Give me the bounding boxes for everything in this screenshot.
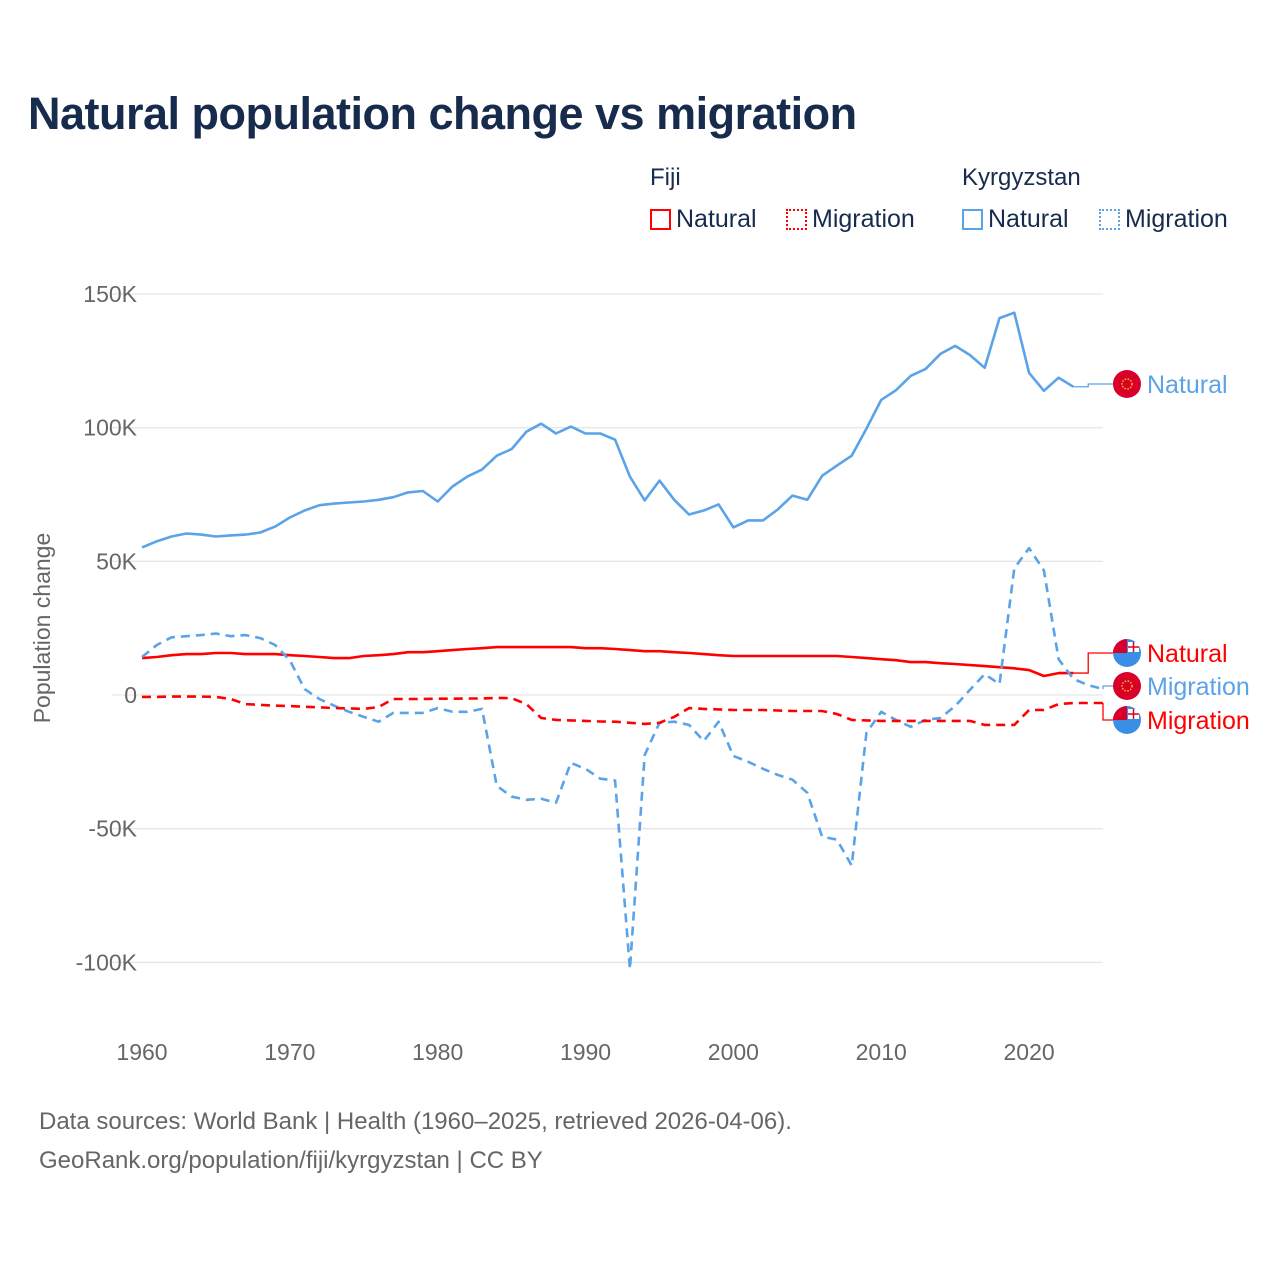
footer-link[interactable]: GeoRank.org/population/fiji/kyrgyzstan |… <box>39 1147 543 1174</box>
flag-union-jack-icon <box>1113 639 1127 653</box>
flag-sun-icon <box>1121 378 1133 390</box>
y-tick-label: 100K <box>83 415 137 441</box>
leader-line <box>1102 685 1113 690</box>
legend-item-kyrgyzstan-migration[interactable]: Migration <box>1099 205 1228 234</box>
y-tick-label: 0 <box>124 682 137 708</box>
end-label: Migration <box>1147 673 1250 701</box>
series-line-fiji-migration <box>142 695 1103 727</box>
y-tick-label: -50K <box>88 816 137 842</box>
leader-line <box>1073 652 1113 674</box>
chart-title: Natural population change vs migration <box>28 88 857 139</box>
legend-item-kyrgyzstan-natural[interactable]: Natural <box>962 205 1069 234</box>
legend-swatch-solid <box>962 209 983 230</box>
legend-label: Natural <box>988 205 1069 233</box>
footer-sources: Data sources: World Bank | Health (1960–… <box>39 1108 792 1135</box>
kyrgyzstan-flag-icon <box>1113 672 1141 700</box>
flag-cross-icon <box>1128 709 1139 719</box>
flag-cross-icon <box>1128 642 1139 652</box>
y-axis-label: Population change <box>29 533 55 724</box>
x-tick-label: 1970 <box>264 1039 315 1065</box>
legend-group-fiji: Fiji <box>650 164 681 191</box>
legend-label: Natural <box>676 205 757 233</box>
y-tick-label: -100K <box>76 949 138 975</box>
x-tick-label: 1980 <box>412 1039 463 1065</box>
series-line-fiji-natural <box>141 645 1074 678</box>
leader-line <box>1102 703 1113 721</box>
end-label: Natural <box>1147 640 1228 668</box>
end-label: Migration <box>1147 707 1250 735</box>
legend-item-fiji-natural[interactable]: Natural <box>650 205 757 234</box>
flag-union-jack-icon <box>1113 706 1127 720</box>
legend-item-fiji-migration[interactable]: Migration <box>786 205 915 234</box>
series-line-kyrgyzstan-natural <box>141 311 1075 549</box>
x-tick-label: 1990 <box>560 1039 611 1065</box>
kyrgyzstan-flag-icon <box>1113 370 1141 398</box>
x-tick-label: 1960 <box>116 1039 167 1065</box>
leader-line <box>1073 383 1113 388</box>
x-tick-label: 2010 <box>856 1039 907 1065</box>
y-tick-label: 50K <box>96 548 138 574</box>
end-label: Natural <box>1147 371 1228 399</box>
x-tick-label: 2020 <box>1003 1039 1054 1065</box>
y-tick-label: 150K <box>83 281 137 307</box>
legend-swatch-dotted <box>1099 209 1120 230</box>
legend-label: Migration <box>1125 205 1228 233</box>
flag-sun-icon <box>1121 680 1133 692</box>
legend-label: Migration <box>812 205 915 233</box>
series-line-kyrgyzstan-migration <box>141 546 1104 971</box>
legend-group-kyrgyzstan: Kyrgyzstan <box>962 164 1081 191</box>
legend-swatch-dotted <box>786 209 807 230</box>
legend-swatch-solid <box>650 209 671 230</box>
x-tick-label: 2000 <box>708 1039 759 1065</box>
